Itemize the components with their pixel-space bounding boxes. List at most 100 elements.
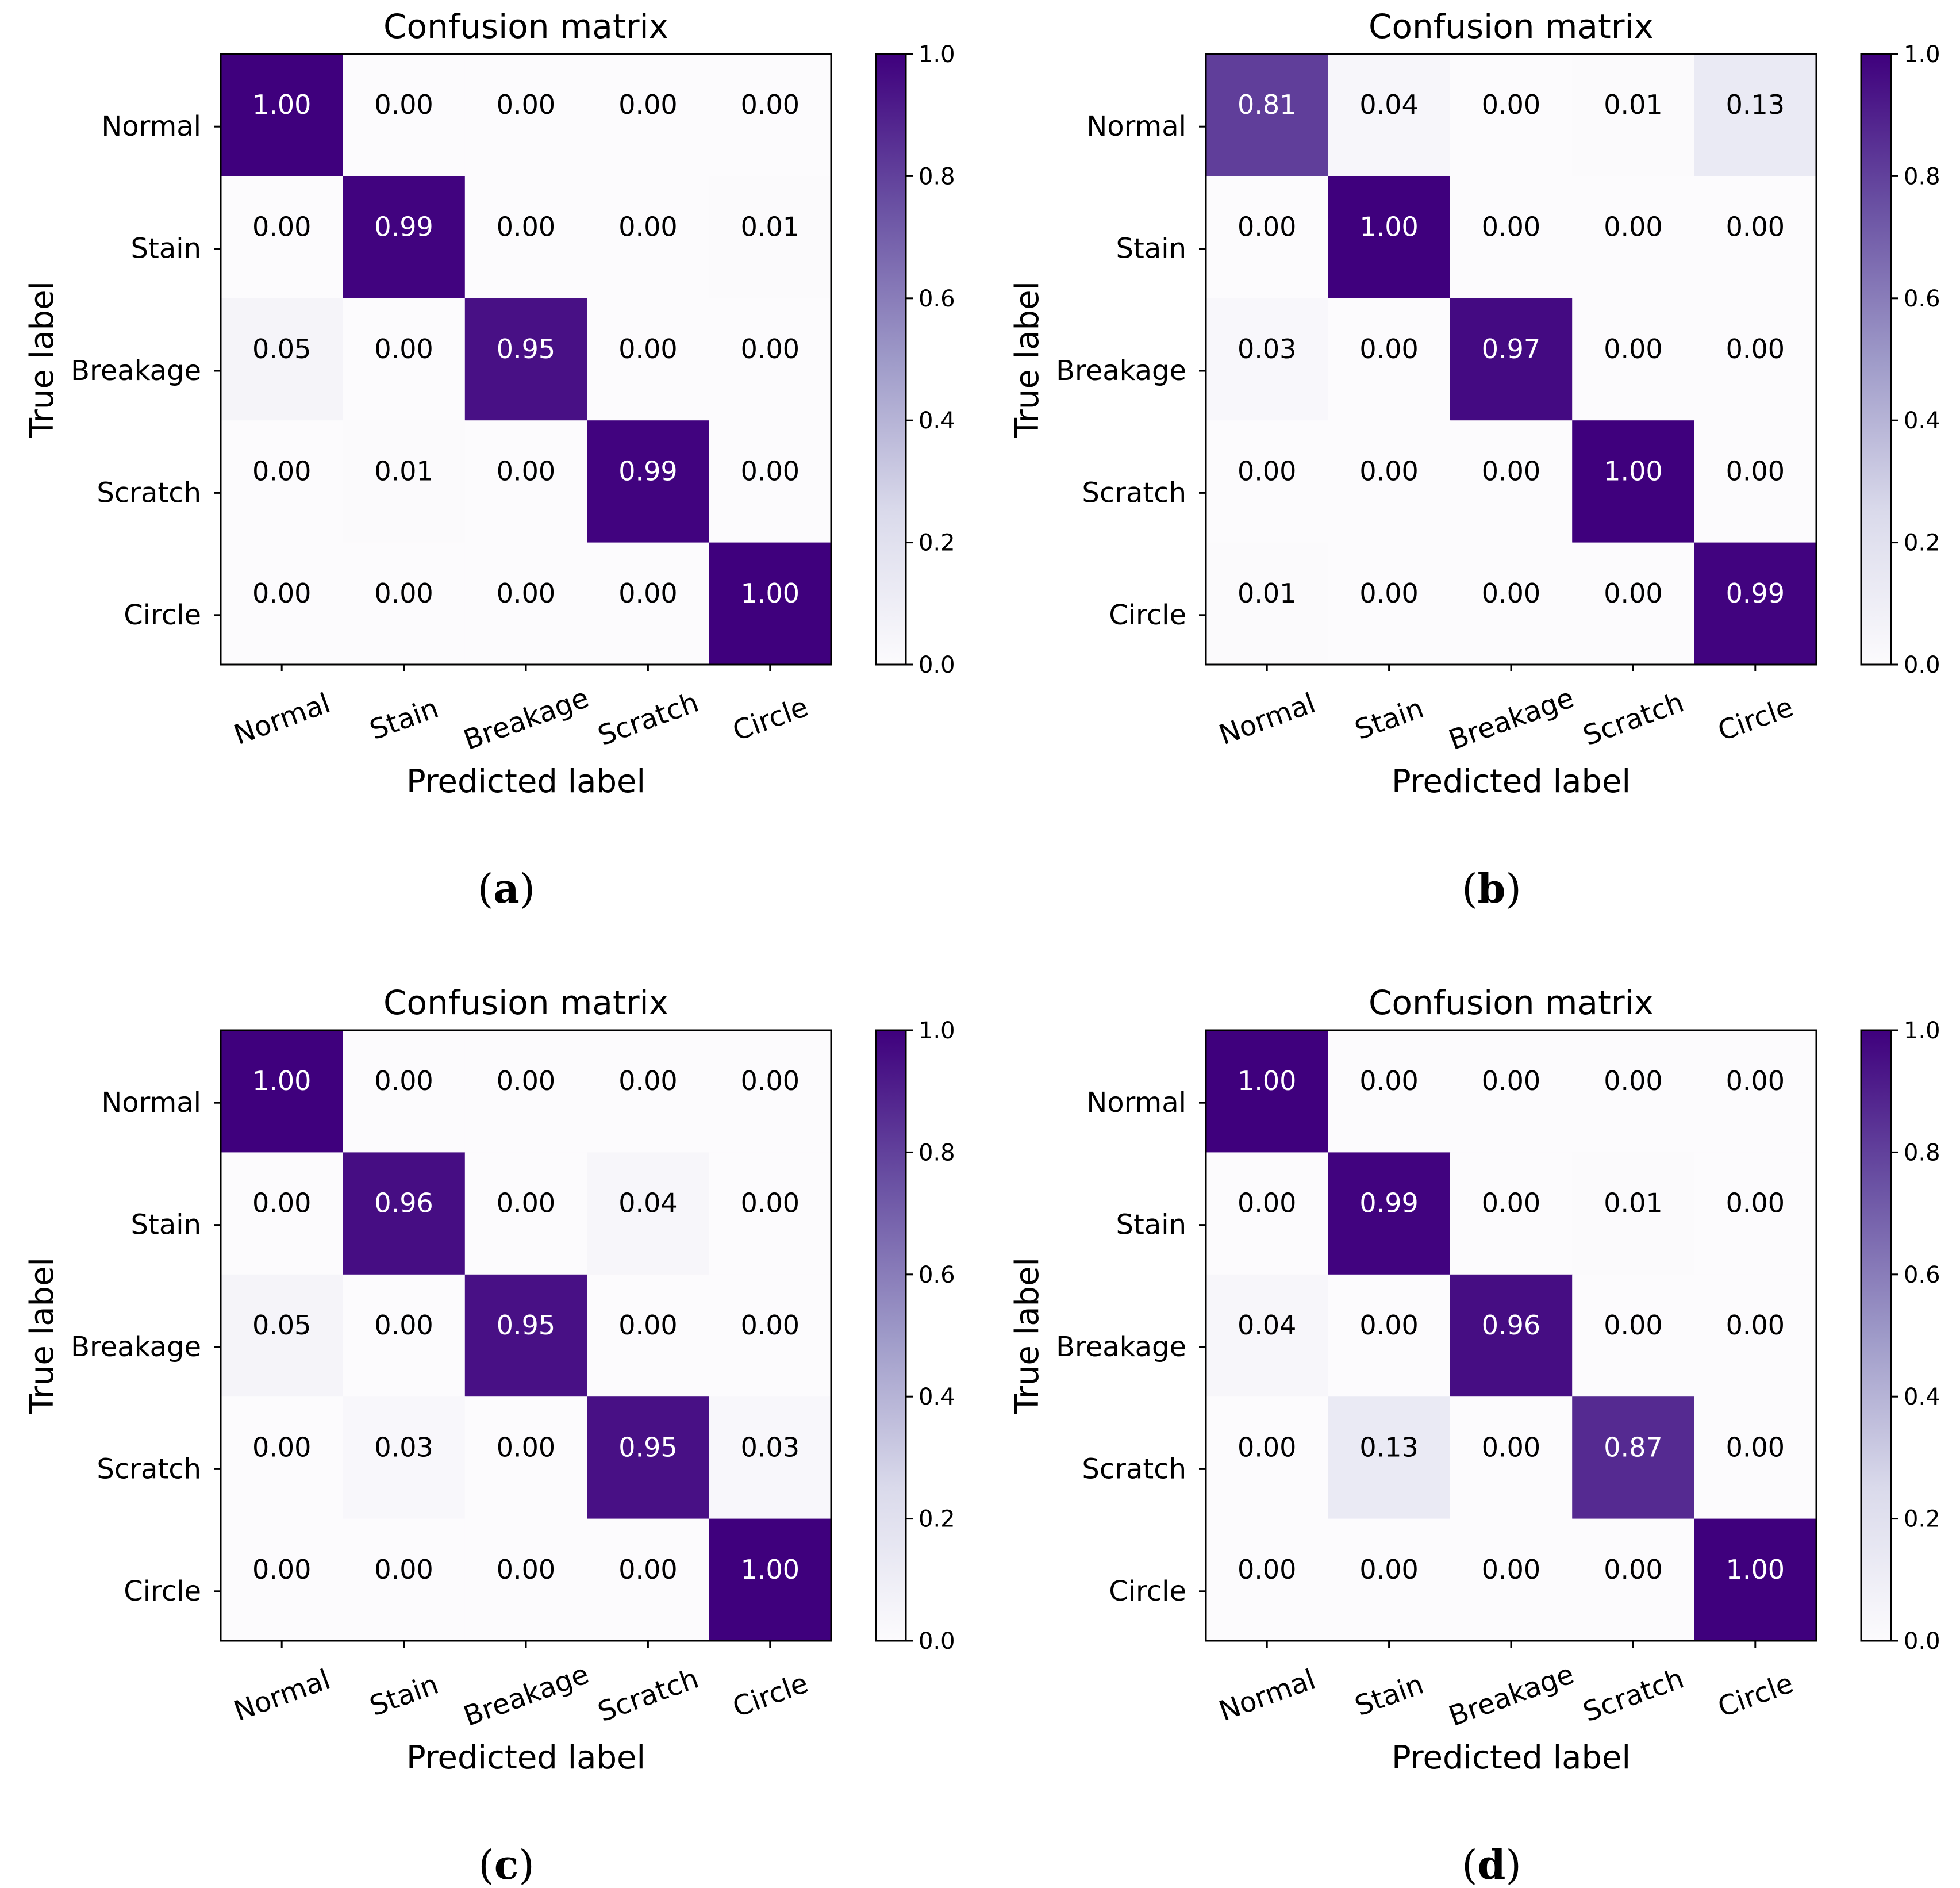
cell-value-label: 0.13 xyxy=(1726,89,1785,120)
cell-value-label: 0.00 xyxy=(1359,1310,1418,1341)
y-tick-label: Stain xyxy=(1116,233,1186,265)
x-tick-label: Circle xyxy=(728,691,812,748)
cell-value-label: 1.00 xyxy=(1359,212,1418,243)
chart-title: Confusion matrix xyxy=(1369,983,1654,1022)
y-axis-label: True label xyxy=(1009,1257,1046,1414)
cell-value-label: 0.00 xyxy=(497,578,555,609)
heatmap-cell xyxy=(221,54,343,176)
cell-value-label: 0.00 xyxy=(618,578,677,609)
panel-caption: (c) xyxy=(478,1841,534,1888)
cell-value-label: 0.00 xyxy=(1482,455,1540,486)
colorbar-tick-label: 0.6 xyxy=(1904,1262,1940,1288)
heatmap-cell xyxy=(1694,1274,1817,1397)
cell-value-label: 0.01 xyxy=(1238,578,1296,609)
colorbar-tick-label: 0.2 xyxy=(918,1506,955,1533)
colorbar-tick-label: 1.0 xyxy=(1904,1018,1940,1044)
heatmap-cell xyxy=(221,1274,343,1397)
panel-caption-letter: a xyxy=(493,865,519,912)
cell-value-label: 0.95 xyxy=(497,333,555,364)
heatmap-cell xyxy=(587,542,710,665)
x-tick-label: Circle xyxy=(1713,691,1797,748)
cell-value-label: 0.00 xyxy=(618,1065,677,1096)
heatmap-cell xyxy=(1694,542,1817,665)
heatmap-cell xyxy=(221,420,343,543)
cell-value-label: 0.00 xyxy=(1238,1432,1296,1463)
panel-caption-letter: b xyxy=(1478,865,1506,912)
x-tick-label: Stain xyxy=(366,1668,443,1723)
cell-value-label: 0.00 xyxy=(1604,1310,1662,1341)
heatmap-cell xyxy=(1450,1030,1573,1153)
heatmap-cell xyxy=(221,1518,343,1641)
heatmap-cell xyxy=(1694,176,1817,299)
heatmap-cell xyxy=(1206,1274,1328,1397)
cell-value-label: 0.00 xyxy=(374,89,433,120)
cell-value-label: 1.00 xyxy=(1726,1554,1785,1585)
heatmap-cell xyxy=(1572,54,1695,176)
cell-value-label: 0.96 xyxy=(374,1188,433,1219)
cell-value-label: 0.00 xyxy=(741,89,800,120)
y-tick-label: Normal xyxy=(101,1087,201,1119)
heatmap-cell xyxy=(709,176,832,299)
cell-value-label: 0.00 xyxy=(1726,1310,1785,1341)
heatmap-cell xyxy=(1572,1274,1695,1397)
colorbar-tick-label: 0.8 xyxy=(918,1139,955,1166)
cell-value-label: 0.97 xyxy=(1482,333,1540,364)
cell-value-label: 0.00 xyxy=(1604,1065,1662,1096)
cell-value-label: 0.99 xyxy=(374,212,433,243)
colorbar-tick-label: 0.0 xyxy=(1904,652,1940,678)
cell-value-label: 0.00 xyxy=(618,89,677,120)
heatmap-cell xyxy=(343,176,466,299)
heatmap-cell xyxy=(1328,1518,1451,1641)
cell-value-label: 0.00 xyxy=(618,1554,677,1585)
heatmap-cell xyxy=(587,420,710,543)
heatmap-cell xyxy=(343,542,466,665)
heatmap-cell xyxy=(464,1518,587,1641)
heatmap-cell xyxy=(464,1152,587,1275)
cell-value-label: 0.00 xyxy=(252,578,311,609)
cell-value-label: 0.00 xyxy=(252,1554,311,1585)
heatmap-cell xyxy=(1206,54,1328,176)
cell-value-label: 0.00 xyxy=(1604,1554,1662,1585)
cell-value-label: 0.99 xyxy=(1359,1188,1418,1219)
x-axis-label: Predicted label xyxy=(1392,1739,1631,1776)
colorbar-tick-label: 0.2 xyxy=(1904,530,1940,557)
panel-caption: (a) xyxy=(478,865,535,912)
y-tick-label: Scratch xyxy=(1082,1453,1186,1485)
heatmap-cell xyxy=(464,1396,587,1519)
heatmap-cell xyxy=(464,1274,587,1397)
heatmap-cell xyxy=(587,176,710,299)
heatmap-cell xyxy=(1694,420,1817,543)
x-tick-label: Scratch xyxy=(594,686,703,753)
cell-value-label: 1.00 xyxy=(741,1554,800,1585)
cell-value-label: 0.00 xyxy=(497,212,555,243)
heatmap-cell xyxy=(1450,54,1573,176)
heatmap-cell xyxy=(587,1396,710,1519)
x-tick-label: Circle xyxy=(1713,1667,1797,1724)
x-tick-label: Breakage xyxy=(459,682,593,757)
colorbar-tick-label: 0.4 xyxy=(1904,408,1940,434)
cell-value-label: 0.04 xyxy=(1359,89,1418,120)
heatmap-cell xyxy=(587,1152,710,1275)
y-tick-label: Scratch xyxy=(1082,477,1186,509)
cell-value-label: 0.96 xyxy=(1482,1310,1540,1341)
x-tick-label: Stain xyxy=(1351,692,1428,747)
heatmap-cell xyxy=(709,1030,832,1153)
cell-value-label: 0.00 xyxy=(374,1065,433,1096)
cell-value-label: 0.00 xyxy=(252,212,311,243)
x-tick-label: Scratch xyxy=(1579,1663,1688,1729)
heatmap-cell xyxy=(587,1030,710,1153)
y-tick-label: Stain xyxy=(131,1209,201,1241)
colorbar-tick-label: 0.2 xyxy=(1904,1506,1940,1533)
heatmap-cell xyxy=(1206,1518,1328,1641)
heatmap-cell xyxy=(1694,1030,1817,1153)
x-axis-label: Predicted label xyxy=(406,1739,645,1776)
x-axis-label: Predicted label xyxy=(406,763,645,800)
heatmap-cell xyxy=(343,420,466,543)
heatmap-cell xyxy=(587,298,710,421)
heatmap-cell xyxy=(464,54,587,176)
heatmap-cell xyxy=(1694,1152,1817,1275)
heatmap-cell xyxy=(1328,298,1451,421)
cell-value-label: 0.00 xyxy=(1604,578,1662,609)
